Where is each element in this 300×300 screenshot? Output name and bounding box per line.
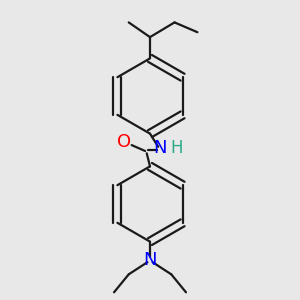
Text: N: N xyxy=(143,250,157,268)
Text: N: N xyxy=(153,140,166,158)
Text: O: O xyxy=(117,133,131,151)
Text: H: H xyxy=(170,140,182,158)
